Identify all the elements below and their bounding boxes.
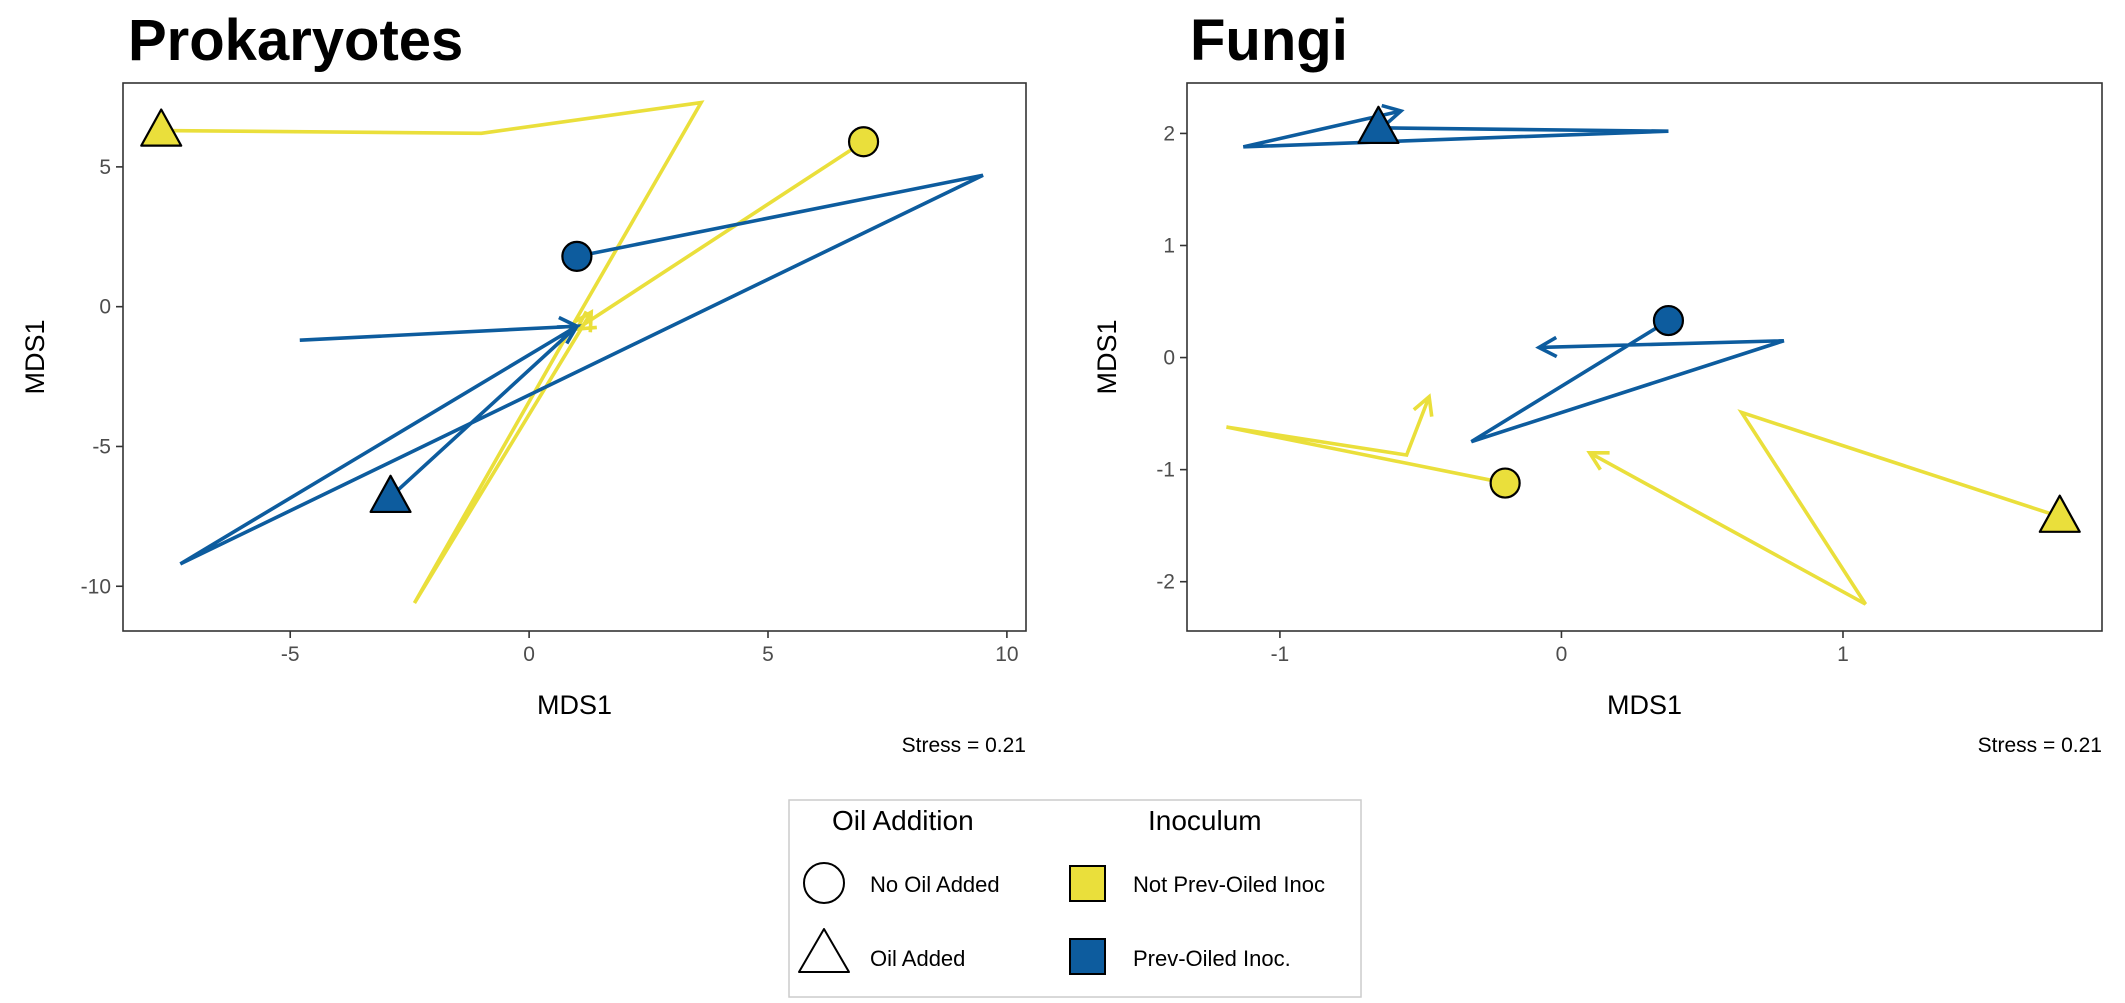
x-tick-label: 5 [762, 643, 774, 666]
fungi-arrowhead [1412, 393, 1434, 417]
prokaryotes-plot-frame [122, 82, 1027, 632]
y-tick-label: 0 [99, 296, 111, 319]
prokaryotes-start-point-circle [847, 126, 880, 158]
legend-triangle-icon [798, 928, 850, 973]
legend-item-no-oil-added: No Oil Added [870, 872, 1000, 897]
legend-item-not-prev-oiled: Not Prev-Oiled Inoc [1133, 872, 1325, 897]
fungi-y-axis-title: MDS1 [1092, 319, 1122, 394]
fungi-stress-annotation: Stress = 0.21 [1978, 734, 2102, 757]
prokaryotes-start-point-triangle [369, 474, 412, 514]
fungi-trajectory-line [1242, 109, 1669, 149]
fungi-arrowhead [1535, 335, 1558, 359]
fungi-ticks: -1 0 1 -2 -1 0 1 2 [1156, 122, 1849, 666]
fungi-data-layer [1226, 103, 2081, 606]
prokaryotes-trajectory-line [161, 100, 705, 604]
prokaryotes-start-point-triangle [140, 108, 183, 147]
fungi-trajectory-line [1226, 396, 1506, 485]
fungi-start-point-circle [1489, 467, 1521, 499]
y-tick-label: -1 [1156, 459, 1175, 482]
prokaryotes-arrowhead [558, 315, 581, 339]
fungi-arrowhead [1586, 451, 1610, 471]
prokaryotes-trajectory-line [299, 324, 582, 499]
prokaryotes-panel: Prokaryotes -5 0 5 10 -10 -5 0 5 MDS1 MDS1 Stre… [20, 8, 1027, 757]
y-tick-label: -2 [1156, 571, 1175, 594]
fungi-trajectory-line [1470, 319, 1785, 444]
prokaryotes-title: Prokaryotes [128, 8, 463, 73]
fungi-plot-frame [1186, 82, 2103, 632]
fungi-start-point-triangle [2038, 494, 2081, 533]
prokaryotes-start-point-circle [561, 240, 593, 272]
y-tick-label: 1 [1163, 234, 1175, 257]
y-tick-label: 2 [1163, 122, 1175, 145]
x-tick-label: 1 [1837, 643, 1849, 666]
fungi-title: Fungi [1190, 8, 1348, 73]
fungi-start-point-triangle [1357, 105, 1400, 145]
x-tick-label: 0 [523, 643, 535, 666]
x-tick-label: -5 [281, 643, 300, 666]
y-tick-label: -5 [92, 435, 111, 458]
prokaryotes-ticks: -5 0 5 10 -10 -5 0 5 [81, 156, 1019, 666]
y-tick-label: 5 [99, 156, 111, 179]
fungi-panel: Fungi -1 0 1 -2 -1 0 1 2 MDS1 MDS1 Stress = 0.2… [1092, 8, 2103, 757]
legend-item-oil-added: Oil Added [870, 946, 965, 971]
x-tick-label: 0 [1556, 643, 1568, 666]
legend-oil-title: Oil Addition [832, 805, 974, 836]
prokaryotes-stress-annotation: Stress = 0.21 [902, 734, 1026, 757]
y-tick-label: 0 [1163, 347, 1175, 370]
prokaryotes-trajectory-line [575, 140, 865, 331]
legend: Oil Addition Inoculum No Oil Added Oil A… [788, 799, 1362, 998]
legend-inoculum-title: Inoculum [1148, 805, 1262, 836]
legend-item-prev-oiled: Prev-Oiled Inoc. [1133, 946, 1291, 971]
fungi-trajectory-line [1588, 409, 2061, 606]
fungi-x-axis-title: MDS1 [1607, 690, 1682, 720]
legend-circle-icon [803, 862, 845, 904]
fungi-start-point-circle [1652, 304, 1685, 337]
prokaryotes-arrowhead [573, 309, 594, 333]
prokaryotes-x-axis-title: MDS1 [537, 690, 612, 720]
legend-yellow-swatch [1069, 865, 1106, 902]
fungi-arrowhead [1381, 103, 1405, 126]
y-tick-label: -10 [81, 575, 111, 598]
prokaryotes-y-axis-title: MDS1 [20, 319, 50, 394]
x-tick-label: -1 [1271, 643, 1290, 666]
x-tick-label: 10 [995, 643, 1018, 666]
legend-blue-swatch [1069, 938, 1106, 975]
prokaryotes-data-layer [140, 100, 984, 604]
prokaryotes-trajectory-line [179, 173, 984, 566]
